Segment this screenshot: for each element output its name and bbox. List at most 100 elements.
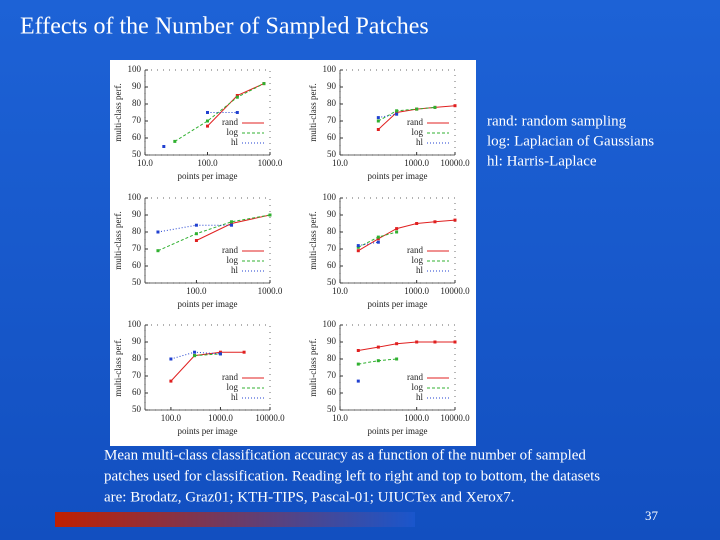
chart: 50 60 70 80 90 100 10.0 1000.0 10000.0 points per… xyxy=(308,192,470,309)
y-tick-label: 90 xyxy=(327,209,337,219)
y-axis-label: multi-class perf. xyxy=(113,338,123,396)
legend-label: log xyxy=(411,127,423,137)
point xyxy=(415,340,419,344)
series-line xyxy=(174,83,265,142)
x-tick-label: 10.0 xyxy=(332,413,348,423)
x-tick-label: 10.0 xyxy=(332,158,348,168)
y-tick-label: 50 xyxy=(132,149,142,159)
note-line: hl: Harris-Laplace xyxy=(487,153,597,169)
note-line: rand: random sampling xyxy=(487,113,627,129)
point xyxy=(262,82,266,86)
x-axis-label: points per image xyxy=(178,426,238,436)
point xyxy=(433,105,437,109)
point xyxy=(156,230,160,234)
y-tick-label: 70 xyxy=(132,243,142,253)
series-line xyxy=(157,214,271,252)
series-line xyxy=(157,224,232,233)
legend-label: hl xyxy=(231,392,239,402)
point xyxy=(376,359,380,363)
x-tick-label: 1000.0 xyxy=(258,286,283,296)
point xyxy=(376,116,380,120)
point xyxy=(169,379,173,383)
point xyxy=(376,345,380,349)
legend-label: rand xyxy=(407,245,423,255)
point xyxy=(169,357,173,361)
y-tick-label: 80 xyxy=(327,98,337,108)
y-tick-label: 70 xyxy=(327,370,337,380)
y-tick-label: 50 xyxy=(327,404,337,414)
caption-line: are: Brodatz, Graz01; KTH-TIPS, Pascal-0… xyxy=(104,489,515,505)
chart: 50 60 70 80 90 100 100.0 1000.0 10000.0 points pe… xyxy=(113,319,285,436)
point xyxy=(395,111,399,114)
legend-label: rand xyxy=(222,245,238,255)
x-tick-label: 10.0 xyxy=(137,158,153,168)
point xyxy=(376,237,380,241)
point xyxy=(193,350,197,354)
page-number: 37 xyxy=(645,508,659,523)
x-axis-label: points per image xyxy=(368,426,428,436)
point xyxy=(356,362,360,366)
point xyxy=(194,239,198,242)
legend-label: hl xyxy=(416,137,424,147)
point xyxy=(356,244,360,248)
y-tick-label: 100 xyxy=(128,319,142,329)
legend-label: log xyxy=(411,382,423,392)
point xyxy=(230,222,234,225)
series-line xyxy=(358,241,379,247)
x-tick-label: 1000.0 xyxy=(208,413,233,423)
caption-line: Mean multi-class classification accuracy… xyxy=(104,447,586,463)
x-tick-label: 1000.0 xyxy=(404,413,429,423)
point xyxy=(356,349,360,352)
x-axis-label: points per image xyxy=(178,171,238,181)
point xyxy=(395,230,399,234)
point xyxy=(415,107,419,111)
point xyxy=(395,227,399,231)
note-line: log: Laplacian of Gaussians xyxy=(487,133,654,149)
point xyxy=(162,145,166,148)
caption-line: patches used for classification. Reading… xyxy=(104,468,600,484)
point xyxy=(376,128,380,131)
legend-label: log xyxy=(226,255,238,265)
x-tick-label: 1000.0 xyxy=(404,158,429,168)
point xyxy=(242,350,246,354)
y-tick-label: 90 xyxy=(327,336,337,346)
chart: 50 60 70 80 90 100 100.0 1000.0 points per image… xyxy=(113,192,283,309)
point xyxy=(395,342,399,346)
y-tick-label: 90 xyxy=(132,209,142,219)
x-tick-label: 100.0 xyxy=(197,158,218,168)
series-line xyxy=(378,113,397,119)
y-tick-label: 70 xyxy=(132,115,142,125)
point xyxy=(453,218,457,222)
series-line xyxy=(194,353,221,357)
point xyxy=(433,340,437,344)
y-tick-label: 70 xyxy=(327,115,337,125)
y-tick-label: 90 xyxy=(132,81,142,91)
y-tick-label: 50 xyxy=(327,277,337,287)
y-tick-label: 100 xyxy=(128,64,142,74)
point xyxy=(235,94,239,97)
point xyxy=(235,95,239,99)
x-tick-label: 10000.0 xyxy=(440,158,470,168)
chart: 50 60 70 80 90 100 10.0 1000.0 10000.0 points per… xyxy=(308,64,470,181)
y-axis-label: multi-class perf. xyxy=(308,338,318,396)
y-tick-label: 70 xyxy=(327,243,337,253)
point xyxy=(230,223,234,227)
point xyxy=(453,340,457,344)
point xyxy=(230,220,234,224)
x-tick-label: 10.0 xyxy=(332,286,348,296)
point xyxy=(156,249,160,253)
point xyxy=(356,245,360,249)
point xyxy=(194,223,198,227)
y-tick-label: 60 xyxy=(327,387,337,397)
y-tick-label: 100 xyxy=(323,192,337,202)
legend-notes: rand: random sampling log: Laplacian of G… xyxy=(487,113,654,169)
caption: Mean multi-class classification accuracy… xyxy=(104,447,600,505)
legend-label: hl xyxy=(231,265,239,275)
y-tick-label: 80 xyxy=(132,98,142,108)
point xyxy=(376,119,380,123)
series-line xyxy=(358,341,455,351)
point xyxy=(376,235,380,239)
point xyxy=(206,111,209,114)
